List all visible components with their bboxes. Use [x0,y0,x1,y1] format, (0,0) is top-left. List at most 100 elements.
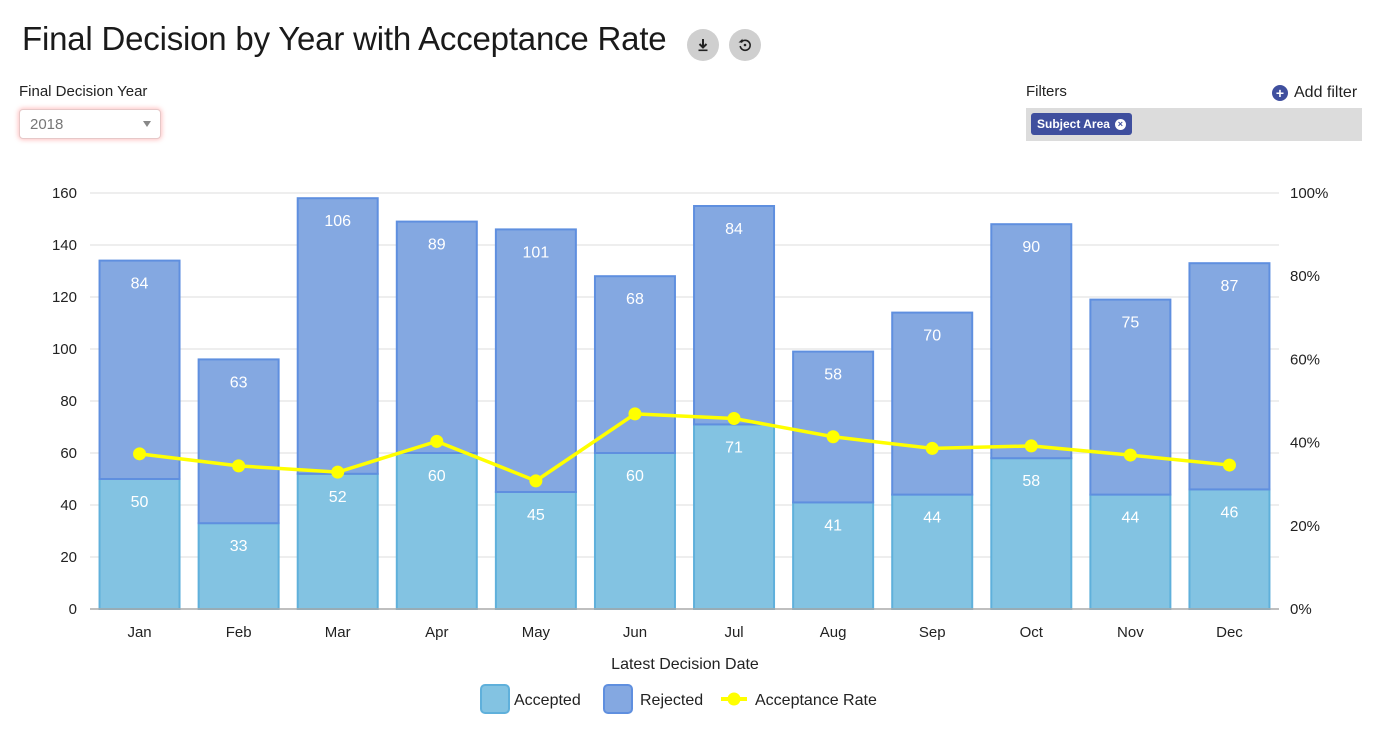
y-tick-label: 140 [52,237,77,254]
acceptance-rate-point [628,407,642,421]
bar-label-rejected: 87 [1221,278,1239,295]
bar-rejected [693,205,776,426]
bar-label-rejected: 58 [824,367,842,384]
page-title: Final Decision by Year with Acceptance R… [22,20,667,57]
y2-tick-label: 60% [1290,351,1320,368]
chart: 50 84 33 63 52 106 60 89 45 101 60 68 71 84 41 58 44 70 58… [52,185,1328,714]
bar-label-accepted: 71 [725,439,743,456]
x-tick-label: Oct [1020,624,1044,641]
bar-accepted [197,522,280,611]
y-tick-label: 160 [52,185,77,202]
bar-accepted [296,472,379,610]
legend-swatch-rejected [603,684,633,714]
y-tick-label: 120 [52,289,77,306]
x-tick-label: Sep [919,624,946,641]
bar-rejected [990,223,1073,460]
add-filter-button[interactable]: + Add filter [1272,84,1357,102]
acceptance-rate-point [430,434,444,448]
bar-label-accepted: 33 [230,538,248,555]
legend-swatch-rate-point [727,692,741,706]
bar-rejected [891,311,974,496]
y-tick-label: 20 [60,549,77,566]
acceptance-rate-point [925,441,939,455]
y2-tick-label: 80% [1290,268,1320,285]
close-icon[interactable]: × [1114,118,1126,130]
bar-label-accepted: 45 [527,507,545,524]
bar-label-rejected: 89 [428,237,446,254]
bar-label-accepted: 44 [1121,510,1139,527]
bar-accepted [891,493,974,611]
bar-rejected [197,358,280,525]
bar-label-rejected: 84 [131,276,149,293]
bar-rejected [1089,298,1172,496]
bar-rejected [494,228,577,494]
bar-rejected [593,275,676,454]
x-tick-label: May [522,624,551,641]
filter-chip-label: Subject Area [1037,117,1110,131]
bar-label-rejected: 75 [1121,315,1139,332]
y-tick-label: 100 [52,341,77,358]
y2-tick-label: 40% [1290,435,1320,452]
bar-label-accepted: 41 [824,517,842,534]
filter-chip[interactable]: Subject Area × [1031,113,1132,135]
year-select[interactable]: 2018 [19,109,161,139]
y2-tick-label: 100% [1290,185,1328,202]
acceptance-rate-point [1123,448,1137,462]
bar-label-accepted: 46 [1221,504,1239,521]
y-tick-label: 40 [60,497,77,514]
bar-rejected [296,197,379,475]
x-tick-label: Dec [1216,624,1243,641]
acceptance-rate-point [232,459,246,473]
legend-label-rate: Acceptance Rate [755,692,877,709]
x-tick-label: Nov [1117,624,1144,641]
bar-label-rejected: 106 [324,213,351,230]
bar-rejected [98,259,181,480]
acceptance-rate-point [529,474,543,488]
filters-label: Filters [1026,83,1067,100]
x-tick-label: Feb [226,624,252,641]
bar-label-rejected: 70 [923,328,941,345]
y2-tick-label: 20% [1290,518,1320,535]
acceptance-rate-point [1222,458,1236,472]
legend-label-rejected: Rejected [640,692,703,709]
bar-accepted [693,423,776,610]
bar-label-rejected: 63 [230,374,248,391]
bar-label-rejected: 101 [523,244,550,261]
y2-tick-label: 0% [1290,601,1312,618]
x-tick-label: Mar [325,624,351,641]
bar-rejected [395,220,478,454]
x-tick-label: Aug [820,624,847,641]
bar-label-rejected: 68 [626,291,644,308]
bar-accepted [98,478,181,610]
acceptance-rate-point [133,447,147,461]
acceptance-rate-point [1024,439,1038,453]
year-select-value: 2018 [30,116,64,133]
filter-box: Subject Area × [1026,108,1362,141]
bar-label-accepted: 50 [131,494,149,511]
y-tick-label: 0 [69,601,77,618]
reset-button[interactable] [729,29,761,61]
download-button[interactable] [687,29,719,61]
add-filter-label: Add filter [1294,84,1358,101]
bar-rejected [792,350,875,504]
download-icon [698,39,708,52]
chevron-down-icon [143,121,151,127]
bar-label-accepted: 60 [626,468,644,485]
bar-accepted [395,452,478,610]
x-tick-label: Apr [425,624,448,641]
bar-rejected [1188,262,1271,491]
plus-icon: + [1272,85,1288,101]
bar-label-accepted: 60 [428,468,446,485]
reset-icon [738,38,751,52]
x-axis-title: Latest Decision Date [611,656,759,673]
acceptance-rate-point [826,430,840,444]
bar-label-rejected: 84 [725,221,743,238]
x-tick-label: Jul [724,624,743,641]
x-tick-label: Jun [623,624,647,641]
bar-label-accepted: 58 [1022,473,1040,490]
y-tick-label: 80 [60,393,77,410]
acceptance-rate-point [331,465,345,479]
year-filter-label: Final Decision Year [19,83,148,100]
bar-label-accepted: 52 [329,489,347,506]
x-tick-label: Jan [127,624,151,641]
